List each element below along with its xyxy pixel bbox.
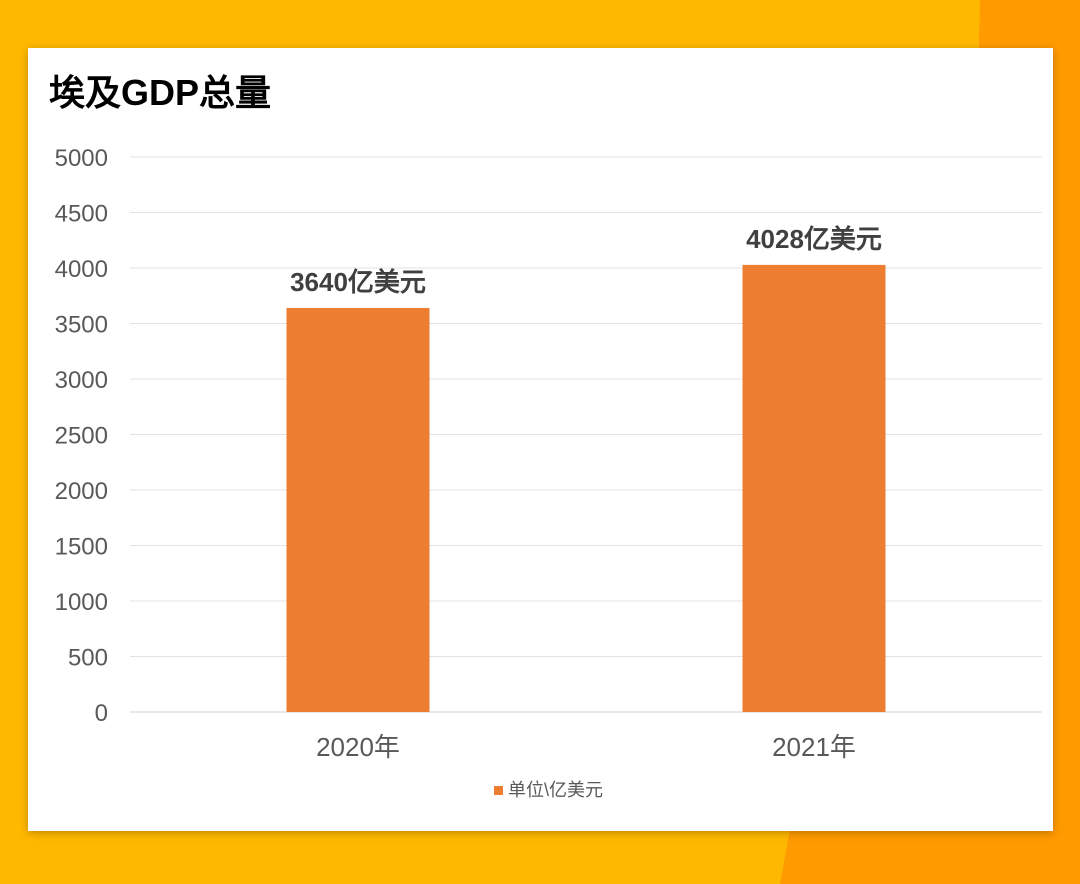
y-tick-label: 0 — [95, 700, 108, 727]
y-tick-label: 5000 — [55, 145, 108, 172]
gridlines — [130, 156, 1042, 713]
y-axis-tick-labels: 0 500 1000 1500 2000 2500 3000 3500 4000 4500 5000 — [55, 145, 108, 727]
data-label: 3640亿美元 — [290, 267, 426, 297]
x-tick-label: 2020年 — [316, 732, 400, 762]
y-tick-label: 3500 — [55, 312, 108, 339]
x-axis-tick-labels: 2020年 2021年 — [316, 732, 856, 762]
bar-chart: 0 500 1000 1500 2000 2500 3000 3500 4000 4500 5000… — [55, 145, 1042, 800]
y-tick-label: 2500 — [55, 423, 108, 450]
data-label: 4028亿美元 — [746, 224, 882, 254]
y-tick-label: 4000 — [55, 256, 108, 283]
y-tick-label: 1000 — [55, 589, 108, 616]
y-tick-label: 1500 — [55, 534, 108, 561]
data-labels: 3640亿美元 4028亿美元 — [290, 224, 882, 297]
bar — [742, 264, 886, 712]
legend-label: 单位\亿美元 — [508, 780, 603, 800]
bar — [286, 307, 430, 712]
bars — [286, 264, 886, 712]
background-accent-bottom-right — [780, 830, 1080, 884]
y-tick-label: 2000 — [55, 478, 108, 505]
y-tick-label: 3000 — [55, 367, 108, 394]
y-tick-label: 4500 — [55, 201, 108, 228]
legend-swatch — [494, 786, 503, 795]
chart-title: 埃及GDP总量 — [49, 72, 272, 113]
chart-card: 0 500 1000 1500 2000 2500 3000 3500 4000 4500 5000… — [28, 48, 1053, 831]
y-tick-label: 500 — [68, 645, 108, 672]
x-tick-label: 2021年 — [772, 732, 856, 762]
legend: 单位\亿美元 — [494, 780, 603, 800]
